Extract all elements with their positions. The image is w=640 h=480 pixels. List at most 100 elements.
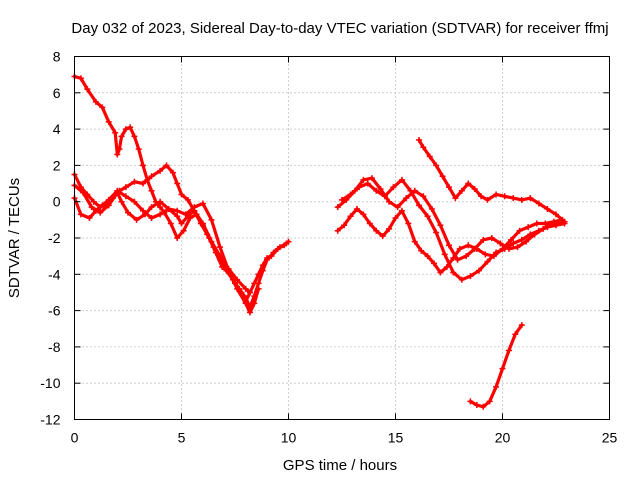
data-point: [525, 224, 532, 231]
data-point: [398, 207, 405, 214]
data-point: [174, 207, 181, 214]
data-point: [139, 207, 146, 214]
data-point: [255, 285, 262, 292]
data-point: [339, 196, 345, 203]
data-point: [420, 193, 427, 200]
data-point: [199, 200, 206, 207]
data-point: [225, 267, 232, 274]
data-point: [88, 204, 95, 211]
data-point: [480, 236, 487, 243]
series-line: [468, 323, 524, 409]
data-point: [390, 184, 397, 191]
data-point: [127, 124, 134, 131]
data-point: [368, 175, 375, 182]
data-point: [386, 198, 393, 205]
series-arc-9: [467, 322, 525, 410]
y-tick-label: -2: [48, 230, 61, 246]
data-point: [394, 204, 401, 211]
data-point: [508, 236, 515, 243]
series-line: [72, 183, 252, 294]
data-point: [122, 126, 129, 133]
data-point: [148, 187, 155, 194]
data-point: [356, 184, 363, 191]
data-point: [379, 233, 386, 240]
y-tick-label: 2: [53, 157, 61, 173]
data-point: [251, 300, 258, 307]
data-point: [437, 222, 444, 229]
data-point: [255, 280, 262, 287]
data-point: [518, 196, 525, 203]
series-arc-6: [334, 175, 564, 263]
data-point: [131, 178, 138, 185]
data-point: [174, 213, 181, 220]
data-point: [467, 273, 474, 280]
data-point: [471, 245, 478, 252]
data-point: [450, 269, 457, 276]
data-point: [510, 240, 517, 247]
y-tick-label: 6: [53, 85, 61, 101]
data-point: [480, 403, 487, 410]
data-point: [463, 253, 470, 260]
y-tick-label: -6: [48, 303, 61, 319]
series-arc-8: [416, 136, 568, 225]
data-point: [105, 118, 112, 125]
series-arc-3: [71, 182, 253, 296]
data-point: [516, 227, 523, 234]
data-point: [242, 285, 249, 292]
data-point: [217, 244, 224, 251]
axis-ticks: 0 5 10 15 20 25 -12 -10 -8 -6 -4 -2 0 2 4 6 8: [40, 49, 617, 446]
x-tick-label: 10: [281, 430, 297, 446]
data-point: [178, 220, 185, 227]
data-point: [482, 251, 489, 258]
data-point: [259, 267, 266, 274]
data-point: [484, 258, 491, 265]
data-point: [118, 198, 125, 205]
data-point: [234, 276, 241, 283]
data-point: [105, 196, 112, 203]
x-tick-label: 25: [602, 430, 618, 446]
data-point: [373, 227, 380, 234]
data-point: [276, 244, 283, 251]
y-tick-label: -4: [48, 266, 61, 282]
data-point: [97, 209, 104, 216]
data-point: [86, 215, 93, 222]
x-tick-label: 20: [495, 430, 511, 446]
data-point: [527, 195, 534, 202]
data-point: [441, 251, 448, 258]
y-tick-label: 0: [53, 194, 61, 210]
data-point: [90, 198, 97, 205]
data-point: [270, 249, 277, 256]
data-point: [381, 193, 388, 200]
data-point: [416, 202, 423, 209]
data-point: [553, 222, 559, 229]
data-point: [114, 187, 121, 194]
data-point: [334, 227, 341, 234]
data-point: [246, 309, 253, 316]
grid: [74, 56, 610, 420]
data-point: [105, 202, 112, 209]
data-point: [458, 187, 465, 194]
data-point: [157, 211, 164, 218]
data-point: [544, 205, 551, 212]
data-point: [283, 240, 290, 247]
data-point: [486, 398, 493, 405]
data-point: [377, 185, 384, 192]
data-point: [182, 211, 189, 218]
data-point: [478, 193, 485, 200]
data-point: [135, 146, 142, 153]
series-line: [417, 138, 567, 224]
data-point: [523, 238, 530, 245]
data-point: [148, 204, 155, 211]
data-point: [533, 220, 540, 227]
data-point: [446, 242, 452, 249]
data-point: [174, 235, 181, 241]
series-line: [336, 207, 565, 275]
data-point: [360, 211, 367, 218]
data-point: [139, 162, 146, 169]
data-point: [493, 383, 500, 390]
x-axis-title: GPS time / hours: [283, 457, 397, 474]
data-point: [407, 187, 414, 194]
data-point: [426, 153, 433, 160]
data-point: [174, 180, 181, 187]
data-point: [92, 98, 99, 105]
